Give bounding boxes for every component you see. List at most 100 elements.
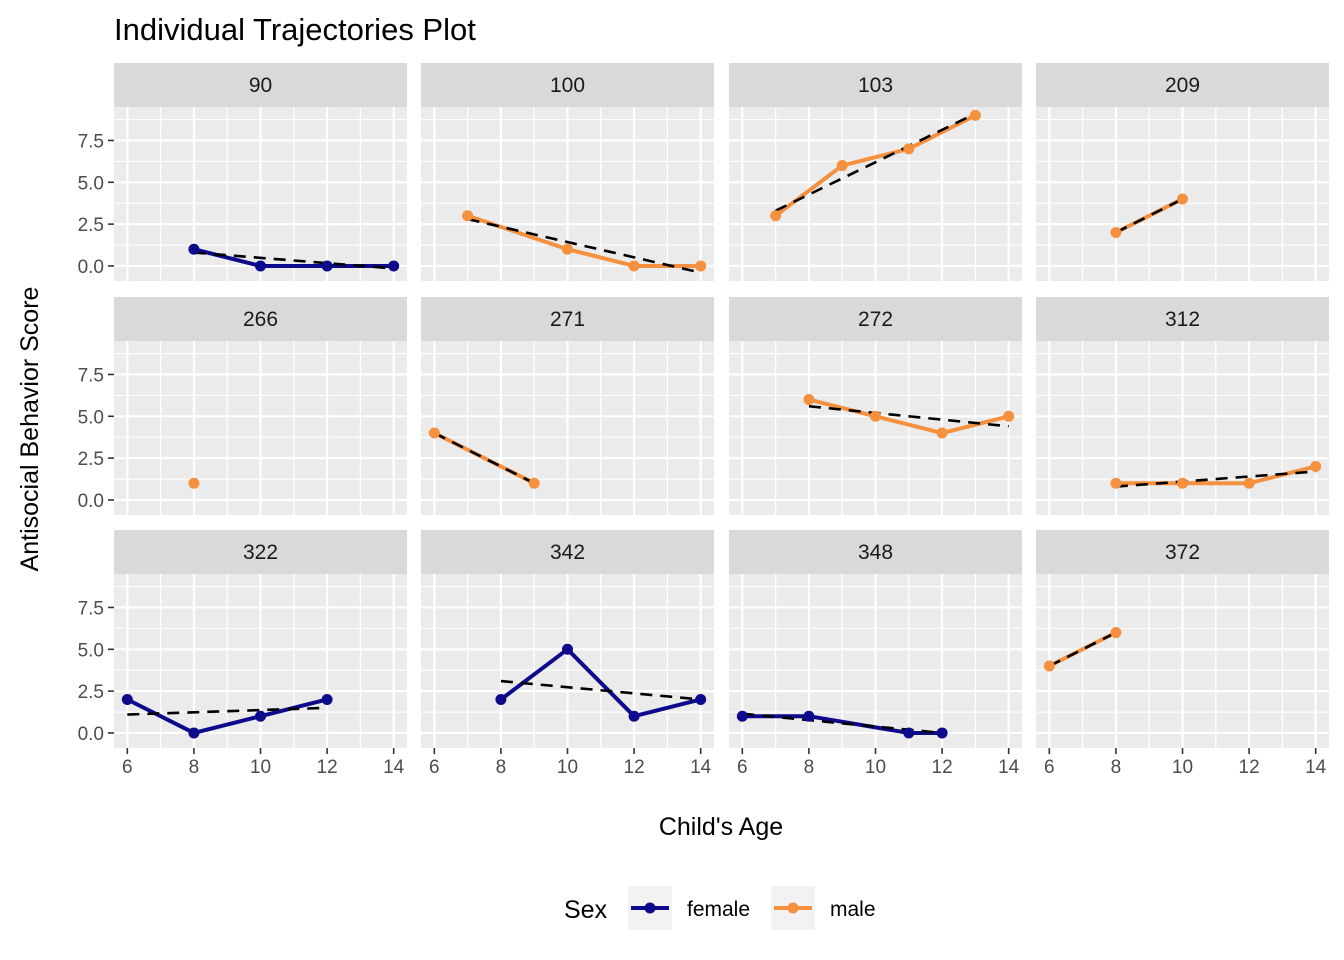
y-tick-label: 0.0 — [78, 491, 104, 512]
facet-label: 266 — [243, 308, 278, 331]
data-point — [936, 427, 948, 439]
x-tick-label: 6 — [122, 757, 133, 778]
data-point — [770, 210, 782, 222]
facet-strip — [114, 63, 407, 107]
facet-strip — [421, 297, 714, 341]
trend-line — [1048, 631, 1117, 668]
data-point — [562, 643, 573, 655]
data-point — [188, 243, 200, 255]
y-tick-label: 5.0 — [78, 173, 104, 194]
trend-line — [193, 251, 394, 270]
data-point — [1243, 477, 1255, 489]
x-tick-label: 8 — [1111, 757, 1122, 778]
x-axis-title: Child's Age — [659, 813, 783, 841]
data-point — [803, 394, 815, 406]
data-point — [695, 260, 707, 272]
facet-strip — [114, 297, 407, 341]
facet-label: 209 — [1165, 74, 1200, 97]
y-tick-label: 2.5 — [78, 215, 104, 236]
y-tick-label: 5.0 — [78, 407, 104, 428]
legend-title: Sex — [564, 896, 608, 924]
data-point — [255, 260, 266, 272]
data-point — [121, 693, 133, 705]
data-point — [255, 710, 266, 722]
trend-line — [127, 706, 328, 716]
legend-key-point — [787, 902, 799, 914]
series-line — [433, 431, 536, 485]
data-point — [695, 693, 707, 705]
x-tick-label: 6 — [429, 757, 440, 778]
facet-label: 342 — [550, 541, 585, 564]
facet-label: 100 — [550, 74, 585, 97]
facet-label: 103 — [858, 74, 893, 97]
facet-strip — [421, 63, 714, 107]
data-point — [803, 710, 815, 722]
data-point — [1310, 460, 1322, 472]
y-tick-label: 7.5 — [78, 365, 104, 386]
x-tick-label: 14 — [1305, 757, 1327, 778]
facet-panel: 100 — [421, 63, 714, 281]
facet-label: 348 — [858, 541, 893, 564]
legend: Sex female male — [564, 886, 876, 930]
x-tick-label: 12 — [624, 757, 645, 778]
series-line — [742, 714, 943, 735]
facet-panel: 342 6 8 10 12 14 — [421, 530, 714, 778]
facet-panel: 209 — [1036, 63, 1329, 281]
y-tick-label: 0.0 — [78, 724, 104, 745]
legend-key-point — [644, 902, 656, 914]
x-tick-label: 6 — [1044, 757, 1055, 778]
facet-panels: 90 0.0 2.5 5.0 7.5 100 103 209 266 0.0 2.5 5.0 7.5 27… — [78, 63, 1329, 778]
trend-line — [1115, 197, 1184, 234]
facet-strip — [114, 530, 407, 574]
series-line — [499, 647, 702, 719]
y-tick-label: 7.5 — [78, 598, 104, 619]
x-tick-label: 8 — [496, 757, 507, 778]
trend-line — [808, 404, 1009, 428]
facet-panel: 90 0.0 2.5 5.0 7.5 — [78, 63, 407, 281]
data-point — [736, 710, 748, 722]
facet-panel: 272 — [729, 297, 1022, 515]
legend-label-male: male — [830, 898, 876, 921]
data-point — [321, 260, 333, 272]
facet-label: 271 — [550, 308, 585, 331]
data-point — [462, 210, 474, 222]
data-point — [1177, 477, 1188, 489]
trend-line — [1115, 470, 1316, 488]
data-point — [188, 477, 200, 489]
data-point — [1110, 226, 1122, 238]
y-tick-label: 5.0 — [78, 640, 104, 661]
data-point — [188, 727, 200, 739]
facet-panel: 322 0.0 2.5 5.0 7.5 6 8 10 12 14 — [78, 530, 407, 778]
x-tick-label: 14 — [383, 757, 405, 778]
data-point — [969, 109, 981, 121]
facet-label: 90 — [249, 74, 272, 97]
facet-panel: 103 — [729, 63, 1022, 281]
facet-strip — [1036, 63, 1329, 107]
x-tick-label: 10 — [557, 757, 578, 778]
trend-line — [500, 679, 701, 701]
data-point — [1110, 477, 1122, 489]
data-point — [628, 260, 640, 272]
data-point — [1110, 627, 1122, 639]
data-point — [903, 727, 915, 739]
facet-strip — [421, 530, 714, 574]
data-point — [321, 693, 333, 705]
facet-panel: 312 — [1036, 297, 1329, 515]
y-axis-title: Antisocial Behavior Score — [16, 287, 44, 572]
facet-panel: 372 6 8 10 12 14 — [1036, 530, 1329, 778]
data-point — [870, 410, 881, 422]
facet-label: 322 — [243, 541, 278, 564]
facet-label: 372 — [1165, 541, 1200, 564]
facet-strip — [1036, 530, 1329, 574]
x-tick-label: 8 — [189, 757, 200, 778]
facet-strip — [729, 63, 1022, 107]
y-tick-label: 2.5 — [78, 682, 104, 703]
data-point — [1043, 660, 1055, 672]
x-tick-label: 12 — [317, 757, 338, 778]
series-line — [808, 397, 1010, 436]
x-tick-label: 14 — [998, 757, 1020, 778]
y-tick-label: 0.0 — [78, 257, 104, 278]
legend-label-female: female — [687, 898, 750, 921]
x-tick-label: 14 — [690, 757, 712, 778]
